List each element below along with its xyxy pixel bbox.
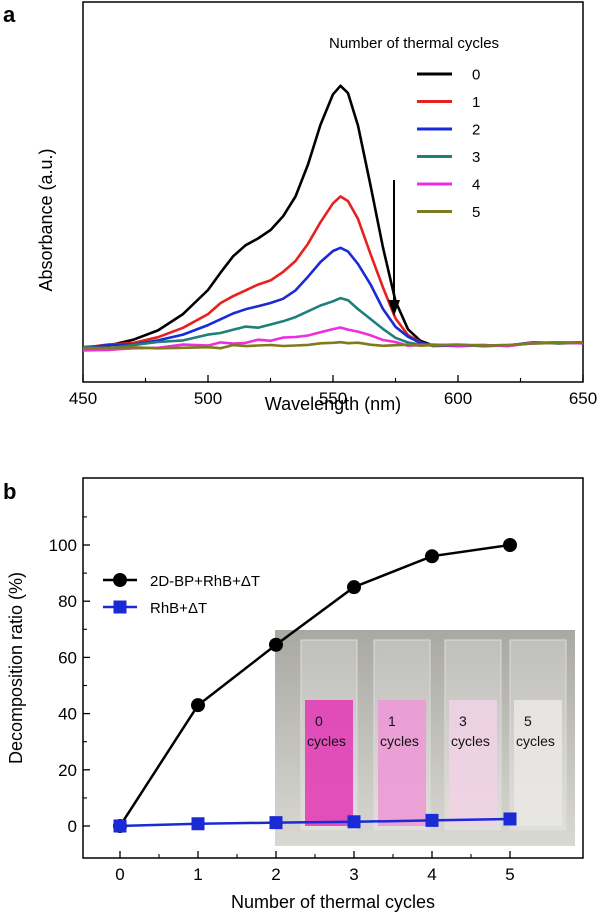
panel-b-axes: 0 1 2 3 4 5 0 20 40 60 80 100: [49, 516, 515, 884]
panel-b-xtick-label: 3: [349, 865, 358, 884]
panel-b-ytick-label: 20: [58, 761, 77, 780]
data-point-square: [503, 812, 517, 826]
data-point-circle: [425, 549, 439, 564]
series-line: [118, 543, 511, 827]
legend-label-5: 5: [472, 204, 480, 221]
panel-a-xtick-label: 450: [69, 389, 97, 408]
panel-a-label: a: [3, 2, 16, 27]
data-point-circle: [503, 538, 517, 552]
panel-a-xtick-label: 600: [444, 389, 472, 408]
legend-marker-square: [113, 600, 127, 614]
spectrum-line-3: [82, 296, 584, 350]
vial-solution: [378, 700, 426, 826]
data-point-square: [425, 813, 439, 827]
legend-label: 2D-BP+RhB+ΔT: [150, 573, 260, 590]
panel-a-series: [82, 84, 584, 352]
panel-b-ytick-label: 60: [58, 648, 77, 667]
panel-a-xtick-label: 550: [319, 389, 347, 408]
legend-label-3: 3: [472, 149, 480, 166]
vial-label-cycles: cycles: [307, 733, 346, 749]
decrease-arrow-head: [388, 300, 400, 316]
vial-solution: [514, 700, 562, 826]
panel-b-xtick-label: 5: [505, 865, 514, 884]
spectrum-line-0: [82, 84, 584, 349]
inset-photo: 0 cycles 1 cycles 3 cycles 5 cycles: [275, 630, 575, 846]
vial-label-cycles: cycles: [451, 733, 490, 749]
vial-label-count: 5: [524, 713, 532, 729]
legend-label-2: 2: [472, 122, 480, 139]
vial-label-count: 0: [315, 713, 323, 729]
panel-b-series: [113, 538, 517, 833]
panel-a-ylabel: Absorbance (a.u.): [36, 148, 56, 291]
panel-a-xtick-label: 500: [194, 389, 222, 408]
panel-a-xlabel: Wavelength (nm): [265, 394, 401, 414]
panel-b-legend: 2D-BP+RhB+ΔT RhB+ΔT: [103, 573, 260, 617]
panel-b-label: b: [3, 479, 16, 504]
series-line: [119, 817, 511, 828]
panel-b-xlabel: Number of thermal cycles: [231, 892, 435, 912]
panel-b-xtick-label: 1: [193, 865, 202, 884]
vial-label-cycles: cycles: [380, 733, 419, 749]
vial-label-count: 1: [388, 713, 396, 729]
data-point-square: [113, 819, 127, 833]
legend-label-4: 4: [472, 177, 480, 194]
data-point-square: [269, 816, 283, 830]
data-point-circle: [347, 580, 361, 595]
legend-marker-circle: [113, 573, 127, 587]
panel-a-legend: 0 1 2 3 4 5: [417, 67, 480, 221]
legend-label-0: 0: [472, 67, 480, 84]
legend-label-1: 1: [472, 94, 480, 111]
panel-a-frame: [82, 1, 584, 383]
panel-b-frame: [82, 477, 584, 859]
panel-b-xtick-label: 4: [427, 865, 436, 884]
panel-b-xtick-label: 0: [115, 865, 124, 884]
vial-solution: [449, 700, 497, 826]
legend-label: RhB+ΔT: [150, 600, 207, 617]
spectrum-line-2: [82, 246, 584, 350]
data-point-circle: [269, 637, 283, 652]
panel-b-ytick-label: 40: [58, 705, 77, 724]
data-point-square: [191, 817, 205, 831]
panel-a-xtick-label: 650: [569, 389, 597, 408]
panel-b-ytick-label: 0: [68, 817, 77, 836]
vial-label-cycles: cycles: [516, 733, 555, 749]
data-point-square: [347, 815, 361, 829]
panel-b-ytick-label: 80: [58, 592, 77, 611]
data-point-circle: [191, 698, 205, 713]
legend-title: Number of thermal cycles: [329, 35, 499, 52]
spectrum-line-5: [82, 340, 584, 350]
vial-solution: [305, 700, 353, 826]
panel-a-axes: 450 500 550 600 650: [69, 375, 597, 408]
vial-label-count: 3: [459, 713, 467, 729]
panel-b-ylabel: Decomposition ratio (%): [6, 572, 26, 764]
panel-b-ytick-label: 100: [49, 536, 77, 555]
panel-b-xtick-label: 2: [271, 865, 280, 884]
spectrum-line-1: [82, 195, 584, 350]
